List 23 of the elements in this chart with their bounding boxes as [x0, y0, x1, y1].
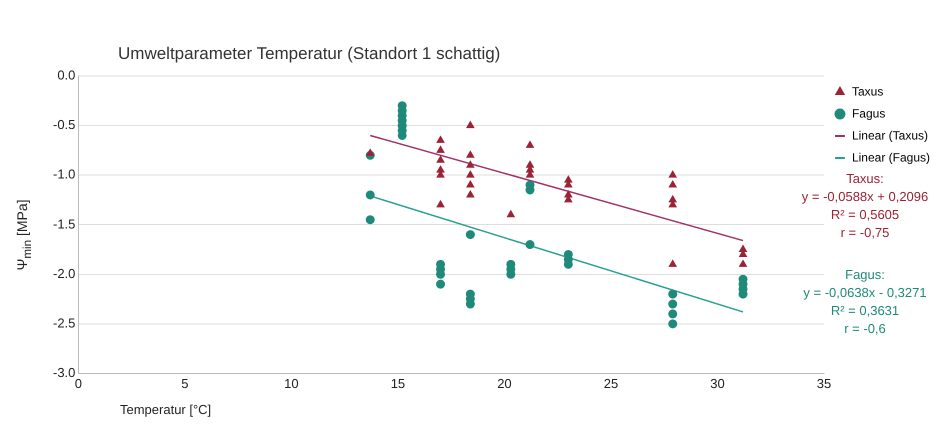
- x-axis-title: Temperatur [°C]: [120, 402, 212, 417]
- x-tick-label: 20: [497, 376, 512, 391]
- legend-label: Linear (Fagus): [852, 150, 930, 164]
- x-tick-label: 0: [74, 376, 82, 391]
- y-tick-label: -1.5: [52, 216, 76, 232]
- y-tick-label: -1.0: [52, 166, 76, 182]
- chart-title: Umweltparameter Temperatur (Standort 1 schattig): [118, 44, 500, 64]
- y-tick-label: -2.5: [52, 315, 76, 330]
- y-tick-label: 0.0: [57, 68, 76, 83]
- legend-label: Taxus: [852, 84, 884, 98]
- legend-label: Linear (Taxus): [852, 128, 928, 142]
- x-tick-label: 10: [284, 376, 299, 391]
- annotation: Fagus: y = -0,0638x - 0,3271 R² = 0,3631 r = -0,6: [802, 266, 928, 338]
- x-tick-label: 30: [710, 376, 725, 391]
- y-tick-label: -0.5: [52, 117, 76, 132]
- legend-label: Fagus: [852, 106, 886, 120]
- y-tick-label: -2.0: [52, 266, 76, 281]
- annotation: Taxus: y = -0,0588x + 0,2096 R² = 0,5605 r = -0,75: [800, 170, 930, 242]
- x-tick-label: 35: [816, 376, 832, 391]
- x-tick-label: 25: [604, 376, 618, 391]
- x-tick-label: 5: [181, 376, 189, 391]
- y-tick-label: -3.0: [52, 364, 76, 380]
- x-tick-label: 15: [390, 376, 406, 391]
